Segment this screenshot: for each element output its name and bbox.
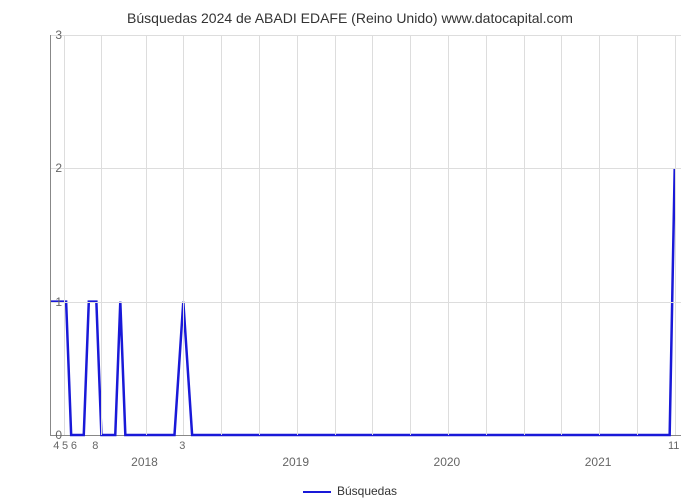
grid-v: [297, 35, 298, 435]
xtick-label-minor: 11: [668, 440, 679, 452]
xtick-label-major: 2020: [434, 455, 461, 469]
grid-v: [146, 35, 147, 435]
grid-h: [51, 302, 681, 303]
xtick-label-major: 2018: [131, 455, 158, 469]
grid-v: [259, 35, 260, 435]
grid-h: [51, 168, 681, 169]
xtick-label-minor: 4: [53, 440, 59, 452]
legend: Búsquedas: [0, 484, 700, 498]
grid-v: [486, 35, 487, 435]
xtick-label-minor: 5: [62, 440, 68, 452]
grid-v: [372, 35, 373, 435]
xtick-label-minor: 6: [71, 440, 77, 452]
grid-v: [561, 35, 562, 435]
ytick-label: 2: [32, 161, 62, 175]
xtick-label-minor: 3: [179, 440, 185, 452]
ytick-label: 1: [32, 295, 62, 309]
grid-v: [183, 35, 184, 435]
grid-v: [524, 35, 525, 435]
grid-v: [101, 35, 102, 435]
grid-v: [335, 35, 336, 435]
grid-v: [599, 35, 600, 435]
xtick-label-major: 2019: [282, 455, 309, 469]
ytick-label: 3: [32, 28, 62, 42]
grid-v: [675, 35, 676, 435]
grid-v: [64, 35, 65, 435]
chart-title: Búsquedas 2024 de ABADI EDAFE (Reino Uni…: [0, 10, 700, 26]
chart-container: Búsquedas 2024 de ABADI EDAFE (Reino Uni…: [0, 0, 700, 500]
grid-h: [51, 35, 681, 36]
xtick-label-major: 2021: [585, 455, 612, 469]
grid-v: [221, 35, 222, 435]
xtick-label-minor: 8: [92, 440, 98, 452]
legend-swatch: [303, 491, 331, 493]
plot-area: [50, 35, 681, 436]
legend-label: Búsquedas: [337, 484, 397, 498]
grid-v: [448, 35, 449, 435]
grid-v: [410, 35, 411, 435]
grid-v: [637, 35, 638, 435]
